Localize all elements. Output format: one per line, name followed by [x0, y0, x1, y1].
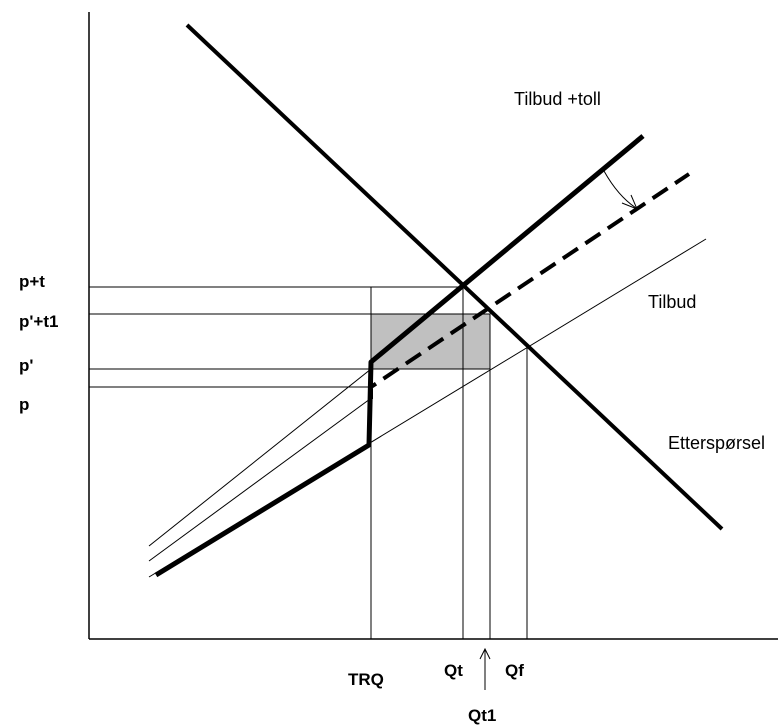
label-qt1: Qt1: [468, 706, 496, 725]
label-p-prime: p': [19, 356, 33, 375]
label-qt: Qt: [444, 661, 463, 680]
supply-plus-tariff-thin-line: [148, 368, 372, 547]
shaded-area: [370, 313, 491, 370]
label-p: p: [19, 395, 29, 414]
label-qf: Qf: [505, 661, 524, 680]
supply-plus-tariff-curve: [154, 134, 645, 578]
label-supply: Tilbud: [648, 292, 696, 312]
demand-curve: [185, 23, 724, 531]
label-p-prime-plus-t1: p'+t1: [19, 312, 58, 331]
shift-arrow: [603, 170, 637, 209]
label-p-plus-t: p+t: [19, 272, 45, 291]
qt1-arrow-head: [479, 647, 491, 660]
supply-p-prime-thin-line: [148, 398, 371, 562]
label-trq: TRQ: [348, 670, 384, 689]
shift-arrow-head: [621, 194, 638, 210]
label-supply-plus-tariff: Tilbud +toll: [514, 89, 601, 109]
label-demand: Etterspørsel: [668, 433, 765, 453]
